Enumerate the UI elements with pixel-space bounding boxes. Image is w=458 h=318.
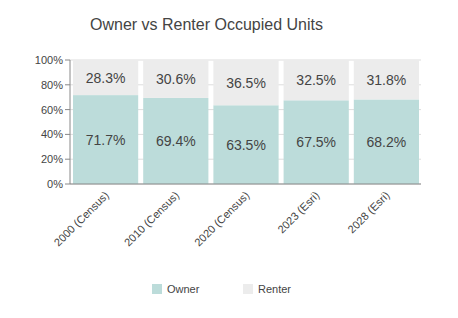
y-tick-label: 40% (41, 128, 63, 140)
title: Owner vs Renter Occupied Units (90, 16, 323, 33)
data-label: 67.5% (296, 134, 336, 150)
bar-segment (354, 60, 419, 99)
bars (73, 60, 419, 184)
bar-segment (354, 99, 419, 184)
bar-segment (143, 60, 208, 98)
y-tick (65, 109, 70, 110)
y-tick-label: 80% (41, 79, 63, 91)
data-label: 28.3% (86, 70, 126, 86)
legend: Owner Renter (152, 283, 291, 295)
chart-svg: Owner vs Renter Occupied Units 0% 20% 40% 60… (0, 0, 458, 318)
y-tick (65, 134, 70, 135)
bar-segment (284, 100, 349, 184)
y-tick-label: 100% (35, 54, 63, 66)
y-tick-label: 20% (41, 153, 63, 165)
x-tick-label: 2010 (Census) (122, 189, 182, 249)
y-axis (70, 60, 71, 184)
x-tick-label: 2000 (Census) (52, 189, 112, 249)
data-label: 69.4% (156, 133, 196, 149)
grid (70, 60, 421, 184)
bar-segment (73, 60, 138, 95)
legend-label: Owner (167, 283, 200, 295)
legend-swatch (243, 284, 253, 294)
bar-segment (213, 60, 278, 105)
y-tick-label: 0% (47, 178, 63, 190)
data-label: 68.2% (367, 134, 407, 150)
x-tick-label: 2028 (Esri) (345, 189, 392, 236)
legend-label: Renter (258, 283, 291, 295)
bar-segment (284, 60, 349, 100)
grid-line (70, 184, 421, 185)
y-tick (65, 159, 70, 160)
x-axis (70, 184, 421, 185)
data-label: 30.6% (156, 71, 196, 87)
data-label: 31.8% (367, 72, 407, 88)
bar-segment (73, 95, 138, 184)
bar-segment (213, 105, 278, 184)
x-tick-label: 2023 (Esri) (275, 189, 322, 236)
data-label: 32.5% (296, 72, 336, 88)
chart-container: Owner vs Renter Occupied Units 0% 20% 40% 60… (0, 0, 458, 318)
legend-swatch (152, 284, 162, 294)
data-labels: 71.7% 69.4% 63.5% 67.5% 68.2% 28.3% 30.6% 36.5%… (86, 70, 407, 153)
y-tick (65, 84, 70, 85)
y-tick (65, 60, 70, 61)
data-label: 36.5% (226, 75, 266, 91)
data-label: 63.5% (226, 137, 266, 153)
y-tick (65, 184, 70, 185)
y-tick-label: 60% (41, 104, 63, 116)
bar-segment (143, 98, 208, 184)
data-label: 71.7% (86, 132, 126, 148)
x-tick-label: 2020 (Census) (192, 189, 252, 249)
